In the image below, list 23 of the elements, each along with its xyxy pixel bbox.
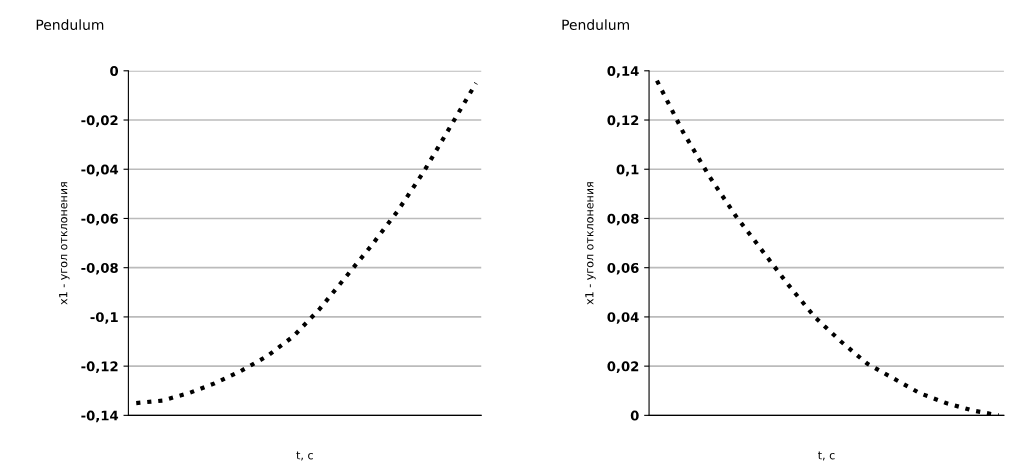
y-tick-label: -0,06 xyxy=(81,213,118,226)
y-tick-label: 0,1 xyxy=(616,164,639,177)
chart-title: Pendulum xyxy=(36,19,104,30)
y-axis-title: x1 - угол отклонения xyxy=(585,182,596,305)
y-tick-label: -0,12 xyxy=(81,361,118,374)
y-tick-label: -0,1 xyxy=(90,312,118,324)
y-tick-label: 0,08 xyxy=(607,213,639,226)
y-tick-label: -0,08 xyxy=(81,262,118,275)
y-tick-label: 0 xyxy=(110,66,119,76)
y-axis-title: x1 - угол отклонения xyxy=(59,182,70,305)
y-tick-label: 0,02 xyxy=(607,361,639,374)
y-tick-label: 0,04 xyxy=(607,312,639,324)
y-tick-label: 0,06 xyxy=(607,262,639,275)
y-tick-label: 0,14 xyxy=(607,66,639,78)
y-tick-label: -0,02 xyxy=(81,115,118,127)
line-series xyxy=(134,81,479,406)
chart-title: Pendulum xyxy=(562,19,629,30)
y-tick-label: 0 xyxy=(630,410,639,421)
x-axis-title: t, c xyxy=(296,451,313,461)
y-tick-label: 0,12 xyxy=(607,115,639,127)
x-axis-title: t, c xyxy=(818,451,835,461)
y-tick-label: -0,04 xyxy=(81,164,119,177)
y-tick-label: -0,14 xyxy=(81,410,119,423)
